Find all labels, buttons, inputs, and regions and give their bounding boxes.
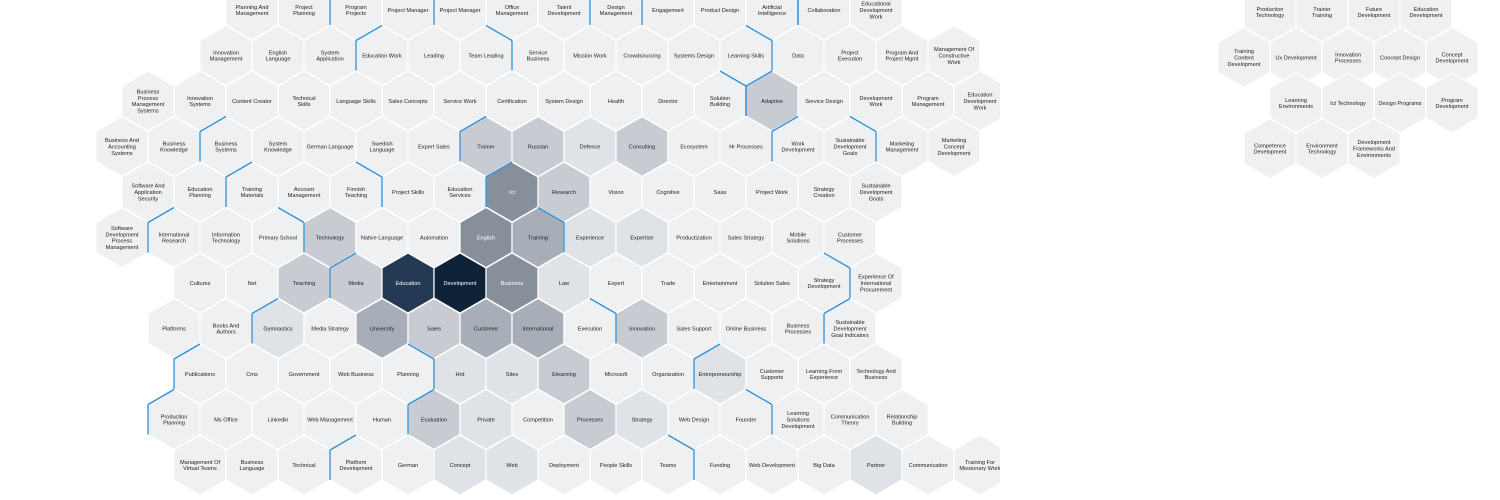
cluster-border-line xyxy=(693,343,721,360)
cluster-border-line xyxy=(823,297,851,315)
cluster-border-line xyxy=(667,434,695,451)
cluster-border-line xyxy=(849,115,877,133)
cluster-border-line xyxy=(251,297,279,315)
cluster-border-line xyxy=(537,206,565,224)
cluster-border-line xyxy=(485,24,513,42)
cluster-border-line xyxy=(225,161,253,178)
cluster-border-line xyxy=(147,388,175,406)
cluster-border-line xyxy=(745,70,773,87)
cluster-border-line xyxy=(407,343,435,360)
skill-hex-shape xyxy=(1425,72,1479,134)
cluster-border-line xyxy=(485,161,513,178)
cluster-border-line xyxy=(355,161,383,178)
cluster-border-line xyxy=(745,24,773,42)
cluster-border-line xyxy=(823,252,851,269)
cluster-border-line xyxy=(771,115,799,133)
skill-hex: Program Development xyxy=(1425,72,1479,134)
cluster-border-line xyxy=(355,24,383,42)
skill-hex-shape xyxy=(953,434,1000,496)
cluster-border-line xyxy=(199,115,227,133)
cluster-border-line xyxy=(173,343,201,360)
cluster-border-line xyxy=(277,206,305,224)
cluster-border-line xyxy=(147,206,175,224)
cluster-border-line xyxy=(719,70,747,87)
cluster-border-line xyxy=(407,388,435,406)
cluster-border-line xyxy=(329,434,357,451)
cluster-border-line xyxy=(589,297,617,315)
cluster-border-line xyxy=(329,252,357,269)
cluster-border-line xyxy=(459,115,487,133)
skill-hex-shape xyxy=(1347,117,1401,180)
skill-hex-shape xyxy=(927,115,981,178)
cluster-border-line xyxy=(745,388,773,406)
